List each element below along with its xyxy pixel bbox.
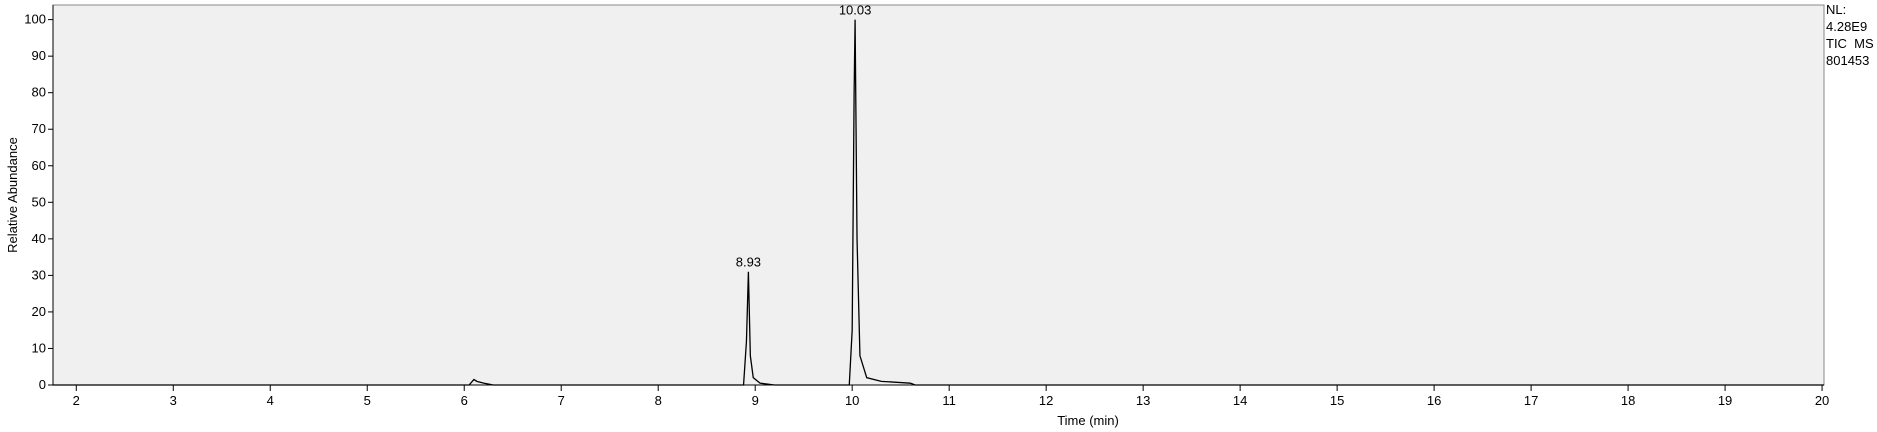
x-tick-label: 6 [461,393,468,408]
x-tick-label: 12 [1039,393,1053,408]
x-tick-label: 13 [1136,393,1150,408]
y-axis-label: Relative Abundance [5,137,20,253]
x-tick-label: 15 [1330,393,1344,408]
trace [53,19,1824,386]
x-tick-label: 4 [267,393,274,408]
y-tick-label: 40 [32,231,46,246]
y-tick-label: 90 [32,48,46,63]
x-tick-label: 5 [364,393,371,408]
x-tick-label: 7 [558,393,565,408]
x-tick-label: 19 [1718,393,1732,408]
y-tick-label: 60 [32,158,46,173]
x-tick-label: 9 [752,393,759,408]
info-text: TIC MS [1826,36,1874,51]
y-tick-label: 10 [32,340,46,355]
plot-area [52,4,1825,386]
x-tick-label: 16 [1427,393,1441,408]
x-axis-label: Time (min) [1057,413,1119,428]
x-tick-label: 10 [845,393,859,408]
x-tick-label: 14 [1233,393,1247,408]
info-text: 4.28E9 [1826,19,1867,34]
x-tick-label: 3 [170,393,177,408]
y-tick-label: 20 [32,304,46,319]
y-tick-label: 30 [32,267,46,282]
peak-label: 8.93 [736,255,761,270]
info-text: 801453 [1826,53,1869,68]
y-tick-label: 80 [32,85,46,100]
x-tick-label: 8 [655,393,662,408]
x-tick-label: 17 [1524,393,1538,408]
y-tick-label: 100 [24,12,46,27]
x-tick-label: 18 [1621,393,1635,408]
y-tick-label: 0 [39,377,46,392]
x-tick-label: 11 [942,393,956,408]
y-tick-label: 50 [32,194,46,209]
peak-label: 10.03 [839,3,872,18]
x-tick-label: 2 [73,393,80,408]
info-text: NL: [1826,2,1846,17]
x-tick-label: 20 [1815,393,1829,408]
y-tick-label: 70 [32,121,46,136]
